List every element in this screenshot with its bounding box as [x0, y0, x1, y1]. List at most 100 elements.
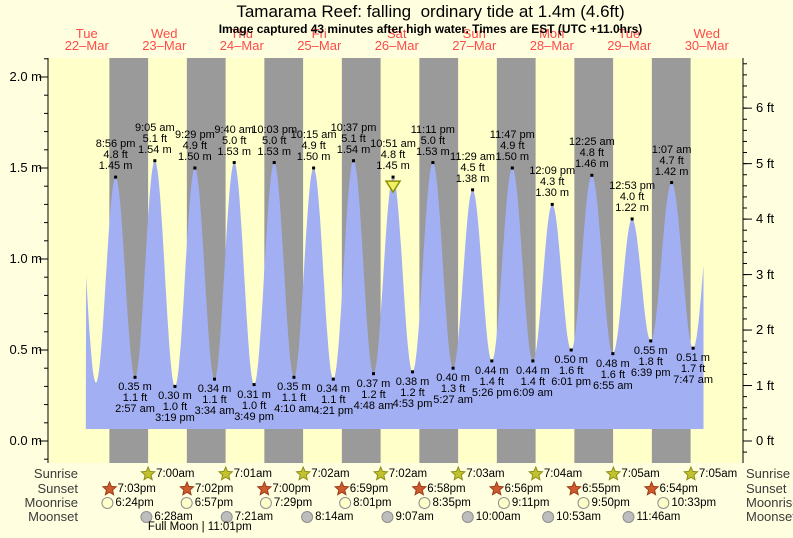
sunrise-time: 7:05am	[698, 468, 738, 480]
low-tide-dot	[411, 370, 415, 374]
high-tide-dot	[272, 161, 276, 165]
low-tide-label: 0.34 m 1.1 ft 4:21 pm	[313, 383, 354, 418]
high-tide-label: 9:05 am 5.1 ft 1.54 m	[134, 121, 175, 156]
low-tide-dot	[611, 352, 615, 356]
moonset-time: 11:46am	[636, 511, 681, 523]
moonrise-icon	[339, 497, 352, 509]
y-axis-label-m: 1.0 m	[9, 251, 42, 266]
moonset-row-label-left: Moonset	[28, 509, 78, 524]
high-tide-dot	[114, 175, 118, 179]
high-tide-label: 12:25 am 4.8 ft 1.46 m	[568, 136, 615, 171]
sunrise-time: 7:02am	[388, 468, 428, 480]
moonset-icon	[461, 511, 474, 523]
low-tide-label: 0.55 m 1.8 ft 6:39 pm	[630, 344, 671, 379]
sunset-icon	[179, 480, 195, 496]
high-tide-dot	[352, 159, 356, 163]
high-tide-dot	[471, 188, 475, 192]
low-tide-dot	[173, 384, 177, 388]
sunrise-icon	[450, 465, 467, 481]
y-axis-label-ft: 1 ft	[756, 377, 775, 393]
sunset-time: 6:59pm	[349, 483, 389, 495]
y-axis-label-m: 2.0 m	[9, 69, 42, 84]
sunset-time: 7:03pm	[117, 483, 156, 495]
sunrise-icon	[372, 465, 389, 481]
low-tide-label: 0.38 m 1.2 ft 4:53 pm	[392, 375, 433, 410]
sunset-time: 6:55pm	[582, 483, 621, 495]
y-axis-label-ft: 2 ft	[756, 322, 775, 338]
low-tide-label: 0.37 m 1.2 ft 4:48 am	[353, 377, 394, 412]
day-label: Wed 23–Mar	[142, 26, 187, 53]
moonset-icon	[140, 511, 153, 523]
moonrise-time: 6:57pm	[194, 497, 234, 509]
high-tide-label: 9:29 pm 4.9 ft 1.50 m	[174, 129, 215, 163]
full-moon-note: Full Moon | 11:01pm	[147, 521, 252, 533]
low-tide-dot	[372, 372, 375, 376]
sunset-icon	[411, 480, 428, 496]
moonrise-time: 10:33pm	[671, 497, 717, 509]
sunset-row-label-left: Sunset	[37, 481, 78, 496]
day-label: Tue 29–Mar	[607, 26, 652, 53]
current-time-marker	[384, 180, 402, 194]
low-tide-label: 0.40 m 1.3 ft 5:27 am	[433, 372, 473, 407]
sunset-time: 6:56pm	[504, 483, 543, 495]
sunrise-time: 7:00am	[156, 468, 195, 480]
moonset-icon	[220, 511, 233, 523]
high-tide-label: 8:56 pm 4.8 ft 1.45 m	[95, 138, 136, 173]
moonrise-icon	[657, 497, 670, 509]
high-tide-dot	[590, 173, 594, 177]
high-tide-dot	[510, 166, 514, 170]
low-tide-dot	[252, 383, 256, 387]
high-tide-dot	[153, 159, 157, 163]
low-tide-label: 0.30 m 1.0 ft 3:19 pm	[155, 390, 195, 425]
sunrise-time: 7:04am	[543, 468, 583, 480]
moonset-icon	[542, 511, 555, 523]
sunrise-row-label-right: Sunrise	[746, 466, 791, 481]
low-tide-label: 0.44 m 1.4 ft 6:09 am	[512, 364, 553, 399]
high-tide-label: 10:15 am 4.9 ft 1.50 m	[290, 129, 337, 163]
sunset-time: 7:00pm	[272, 483, 311, 495]
sunset-icon	[101, 480, 118, 496]
moonrise-icon	[497, 497, 510, 509]
low-tide-label: 0.50 m 1.6 ft 6:01 pm	[551, 354, 592, 388]
high-tide-label: 11:47 pm 4.9 ft 1.50 m	[489, 129, 535, 163]
low-tide-label: 0.48 m 1.6 ft 6:55 am	[592, 357, 633, 392]
low-tide-dot	[490, 359, 494, 363]
moonrise-time: 8:35pm	[432, 497, 471, 509]
moonset-time: 6:28am	[154, 511, 193, 523]
moonrise-icon	[259, 497, 272, 509]
moonset-icon	[622, 511, 635, 523]
y-axis-label-ft: 5 ft	[756, 155, 775, 171]
sunrise-icon	[527, 465, 544, 481]
moonset-time: 10:00am	[475, 511, 521, 523]
moonrise-row-label-right: Moonrise	[746, 495, 793, 510]
moonrise-time: 9:50pm	[591, 497, 630, 509]
moonrise-icon	[418, 497, 431, 509]
low-tide-label: 0.31 m 1.0 ft 3:49 pm	[234, 388, 274, 423]
moonset-time: 8:14am	[315, 511, 354, 523]
low-tide-dot	[213, 377, 217, 381]
y-axis-label-m: 0.0 m	[9, 433, 42, 448]
moonset-icon	[301, 511, 314, 523]
high-tide-label: 10:37 pm 5.1 ft 1.54 m	[330, 121, 377, 156]
high-tide-label: 1:07 am 4.7 ft 1.42 m	[651, 143, 692, 178]
moonrise-icon	[101, 497, 114, 509]
moonrise-time: 8:01pm	[353, 497, 392, 509]
high-tide-label: 12:53 pm 4.0 ft 1.22 m	[609, 179, 656, 214]
low-tide-dot	[331, 377, 335, 381]
high-tide-label: 10:51 am 4.8 ft 1.45 m	[370, 138, 416, 173]
high-tide-dot	[232, 161, 236, 165]
low-tide-dot	[133, 375, 137, 379]
sunset-time: 6:54pm	[659, 483, 698, 495]
moonset-row-label-right: Moonset	[746, 509, 793, 524]
sunset-row-label-right: Sunset	[746, 481, 787, 496]
high-tide-label: 11:29 am 4.5 ft 1.38 m	[450, 150, 496, 185]
day-label: Mon 28–Mar	[529, 26, 574, 53]
low-tide-label: 0.44 m 1.4 ft 5:26 pm	[471, 364, 512, 399]
sunrise-icon	[295, 465, 312, 481]
page-subtitle: Image captured 43 minutes after high wat…	[218, 22, 643, 36]
high-tide-label: 11:11 pm 5.0 ft 1.53 m	[410, 123, 455, 158]
moonrise-time: 9:11pm	[511, 497, 550, 509]
